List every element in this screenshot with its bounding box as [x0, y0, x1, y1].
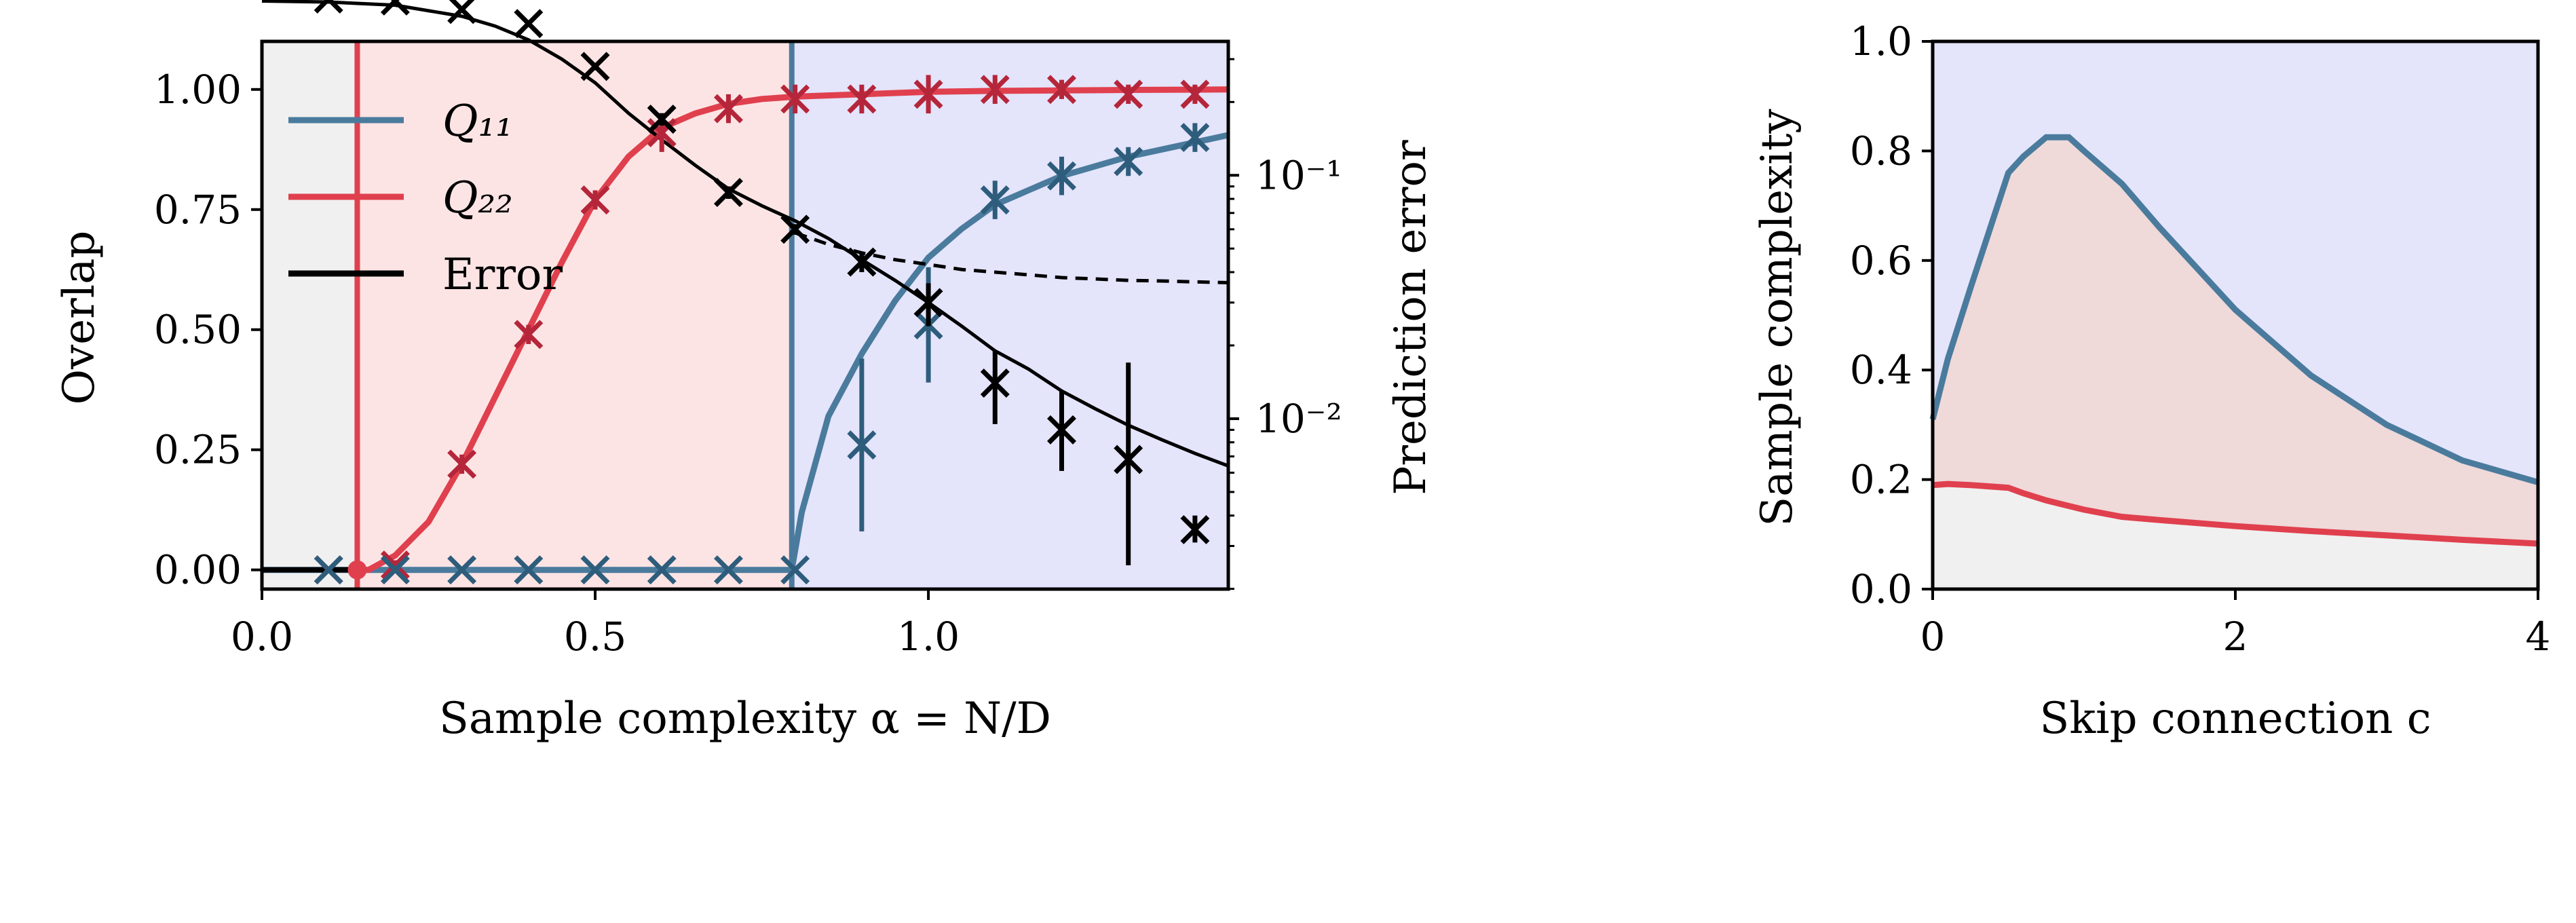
q11-marker: [847, 430, 877, 460]
error-marker: [1114, 445, 1143, 474]
x-tick-label: 2: [2223, 614, 2248, 660]
y-tick-label: 0.2: [1850, 457, 1912, 503]
q11-marker: [1114, 147, 1143, 176]
y-axis-ticks: 0.00 0.25 0.50 0.75 1.00: [154, 67, 262, 593]
q11-marker: [314, 555, 343, 585]
q11-marker: [1047, 161, 1076, 191]
phase-regions: [1933, 41, 2538, 589]
x-tick-label: 1.0: [897, 614, 960, 660]
x-axis-label: Skip connection c: [2039, 694, 2431, 744]
error-marker: [314, 0, 343, 14]
q11-marker: [380, 555, 410, 585]
x-tick-label: 0: [1920, 614, 1946, 660]
q22-marker: [380, 550, 410, 580]
right-panel: 0 2 4 0.0 0.2 0.4 0.6 0.8 1.0 Skip connection c…: [1752, 18, 2550, 744]
q11-marker: [647, 555, 677, 585]
y-tick-label: 1.00: [154, 67, 242, 113]
q11-marker: [580, 555, 610, 585]
error-marker: [514, 9, 544, 39]
legend: Q₁₁ Q₂₂ Error: [288, 96, 563, 300]
right-y-axis-ticks: 10⁻² 10⁻¹: [1228, 58, 1342, 590]
y2-tick-label: 10⁻²: [1255, 396, 1342, 442]
q22-marker: [580, 185, 610, 215]
error-marker: [447, 0, 477, 24]
phase-regions: [262, 41, 1228, 589]
x-tick-label: 0.5: [564, 614, 626, 660]
region-partial-learning: [357, 41, 792, 589]
data-markers: [314, 0, 1210, 585]
legend-label-q11: Q₁₁: [442, 96, 513, 147]
q11-marker: [514, 555, 544, 585]
q22-marker: [1114, 79, 1143, 109]
error-marker: [913, 288, 943, 318]
error-marker: [647, 105, 677, 134]
transition-dot: [347, 560, 367, 580]
legend-label-error: Error: [442, 250, 563, 300]
q22-marker: [514, 320, 544, 350]
y-tick-label: 0.75: [154, 187, 242, 233]
x-axis-label: Sample complexity α = N/D: [439, 694, 1051, 744]
q22-marker: [980, 75, 1010, 105]
q22-marker: [1047, 75, 1076, 105]
y-tick-label: 0.4: [1850, 347, 1912, 393]
q11-marker: [1180, 123, 1210, 153]
q22-marker: [847, 84, 877, 114]
x-tick-label: 4: [2526, 614, 2551, 660]
error-marker: [980, 369, 1010, 398]
error-line: [261, 0, 1229, 468]
error-marker: [580, 52, 610, 81]
y-tick-label: 1.0: [1850, 18, 1912, 64]
q22-marker: [913, 79, 943, 109]
error-marker: [780, 214, 810, 244]
q11-marker: [780, 555, 810, 585]
y-axis-label: Sample complexity: [1752, 109, 1802, 526]
x-tick-label: 0.0: [231, 614, 293, 660]
y-tick-label: 0.25: [154, 427, 242, 473]
y-tick-label: 0.0: [1850, 566, 1912, 612]
q22-marker: [647, 118, 677, 147]
right-y-axis-label: Prediction error: [1386, 140, 1436, 495]
plot-lines: [1929, 134, 2539, 547]
error-marker: [713, 178, 743, 208]
x-axis-ticks: 0 2 4: [1920, 589, 2551, 660]
q11-line: [262, 132, 1229, 573]
region-full-learning: [791, 41, 1228, 589]
error-marker: [1180, 514, 1210, 544]
error-marker: [1047, 415, 1076, 445]
x-axis-ticks: 0.0 0.5 1.0: [231, 589, 960, 660]
region-partial-learning: [1933, 137, 2538, 544]
alpha1-curve: [1932, 481, 2539, 547]
q22-marker: [713, 94, 743, 124]
y-tick-label: 0.6: [1850, 238, 1912, 284]
plot-frame: [260, 39, 1230, 591]
y-axis-ticks: 0.0 0.2 0.4 0.6 0.8 1.0: [1850, 18, 1933, 612]
q11-marker: [447, 555, 477, 585]
alpha2-curve: [1929, 134, 2539, 485]
error-marker: [380, 0, 410, 16]
y-tick-label: 0.00: [154, 547, 242, 593]
q22-marker: [780, 84, 810, 114]
legend-label-q22: Q₂₂: [442, 173, 513, 223]
q11-marker: [980, 185, 1010, 215]
y-axis-label: Overlap: [54, 231, 105, 405]
error-marker: [847, 247, 877, 277]
y-tick-label: 0.8: [1850, 128, 1912, 174]
q22-marker: [1180, 79, 1210, 109]
region-no-learning: [262, 41, 358, 589]
y2-tick-label: 10⁻¹: [1255, 152, 1342, 198]
left-panel: 0.0 0.5 1.0 0.000.250.500.751.00 10⁻²10⁻¹ …: [54, 0, 1436, 744]
y-tick-label: 0.50: [154, 307, 242, 353]
q11-marker: [713, 555, 743, 585]
q22-marker: [447, 449, 477, 479]
